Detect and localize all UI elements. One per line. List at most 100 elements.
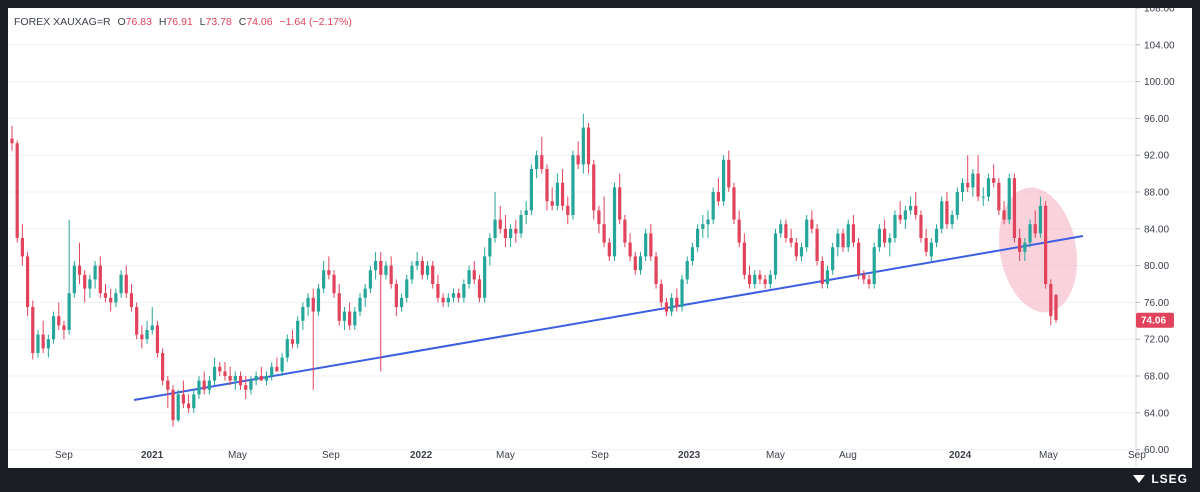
candle-down	[763, 279, 767, 284]
candle-up	[67, 293, 71, 330]
candle-up	[446, 297, 450, 303]
candle-up	[36, 334, 40, 353]
candle-down	[379, 261, 383, 275]
candle-up	[509, 228, 513, 238]
brand-name: LSEG	[1151, 472, 1188, 486]
candle-down	[862, 274, 866, 280]
x-tick-label: May	[496, 450, 515, 461]
lseg-logo-icon	[1133, 475, 1146, 483]
x-tick-label: Sep	[1128, 450, 1146, 461]
candle-down	[259, 376, 263, 381]
price-chart[interactable]: 108.00 104.00 100.00 96.00 92.00 88.00 84.00 80…	[8, 8, 1192, 468]
candle-down	[109, 297, 113, 303]
candle-up	[529, 169, 534, 211]
candle-up	[483, 256, 487, 298]
candle-up	[176, 394, 180, 421]
candle-down	[675, 297, 679, 307]
candle-up	[753, 274, 757, 284]
candle-up	[296, 320, 300, 344]
candle-up	[493, 219, 497, 238]
candle-down	[997, 182, 1001, 211]
x-tick-label: 2024	[949, 450, 972, 461]
candle-down	[332, 274, 336, 294]
candle-down	[1018, 238, 1022, 252]
y-tick-label: 80.00	[1144, 261, 1169, 272]
y-tick-label: 64.00	[1144, 408, 1169, 419]
candle-up	[373, 261, 378, 271]
candle-down	[166, 380, 170, 390]
candle-down	[1012, 178, 1017, 238]
x-tick-label: Aug	[839, 450, 857, 461]
candle-up	[534, 155, 539, 169]
candle-up	[405, 279, 409, 298]
candle-down	[841, 233, 845, 248]
candle-down	[1033, 224, 1037, 234]
candle-up	[950, 215, 954, 225]
candle-down	[820, 261, 824, 284]
candle-down	[654, 256, 658, 284]
candle-up	[207, 380, 211, 390]
candle-down	[155, 325, 160, 353]
candle-up	[306, 297, 310, 307]
candle-up	[1007, 178, 1011, 220]
candle-up	[779, 224, 783, 234]
breakdown-highlight	[999, 187, 1077, 313]
candle-down	[602, 224, 606, 243]
candle-up	[524, 210, 528, 215]
candle-up	[410, 265, 414, 280]
candle-down	[135, 307, 139, 335]
candle-up	[249, 380, 253, 390]
candle-up	[690, 247, 695, 261]
candle-down	[498, 219, 502, 229]
candle-down	[1049, 284, 1053, 317]
candle-up	[571, 155, 575, 215]
candle-down	[218, 366, 222, 372]
y-axis-ticks: 108.00 104.00 100.00 96.00 92.00 88.00 84.00 80…	[1136, 8, 1175, 456]
candle-up	[846, 224, 850, 248]
candle-down	[244, 385, 248, 390]
candle-down	[290, 339, 295, 344]
candle-down	[789, 238, 793, 243]
symbol-header: FOREX XAUXAG=R O76.83 H76.91 L73.78 C74.…	[14, 16, 356, 28]
candle-up	[368, 270, 372, 289]
candle-up	[280, 357, 284, 372]
candle-up	[612, 187, 617, 257]
candle-down	[1044, 205, 1048, 284]
candle-down	[420, 261, 424, 275]
support-trendline	[133, 235, 1084, 401]
candle-down	[992, 178, 996, 183]
candle-down	[732, 187, 736, 220]
candle-down	[592, 164, 596, 211]
candle-up	[316, 288, 321, 312]
candle-down	[62, 325, 66, 330]
candle-down	[545, 169, 549, 202]
candle-down	[784, 224, 788, 238]
candle-up	[773, 233, 778, 275]
candle-down	[597, 210, 601, 225]
candle-down	[945, 201, 949, 225]
candle-down	[77, 265, 82, 275]
candle-down	[919, 215, 923, 238]
candle-up	[670, 297, 674, 312]
candle-up	[51, 316, 56, 340]
candle-up	[971, 173, 975, 188]
candle-down	[238, 376, 243, 386]
candle-up	[425, 265, 430, 275]
candle-up	[285, 339, 289, 358]
last-price-tag: 74.06	[1136, 312, 1174, 328]
candle-down	[664, 302, 669, 312]
high-value: 76.91	[166, 16, 193, 28]
low-label: L	[199, 16, 206, 28]
candle-up	[872, 247, 876, 284]
candle-up	[363, 288, 367, 298]
y-tick-label: 76.00	[1144, 298, 1169, 309]
y-tick-label: 84.00	[1144, 224, 1169, 235]
candle-up	[706, 219, 710, 225]
candle-up	[254, 376, 258, 381]
candle-down	[747, 274, 752, 284]
high-label: H	[158, 16, 167, 28]
brand-logo: LSEG	[1132, 472, 1188, 486]
candle-down	[477, 279, 482, 298]
candle-down	[20, 238, 24, 257]
candle-up	[462, 284, 466, 298]
